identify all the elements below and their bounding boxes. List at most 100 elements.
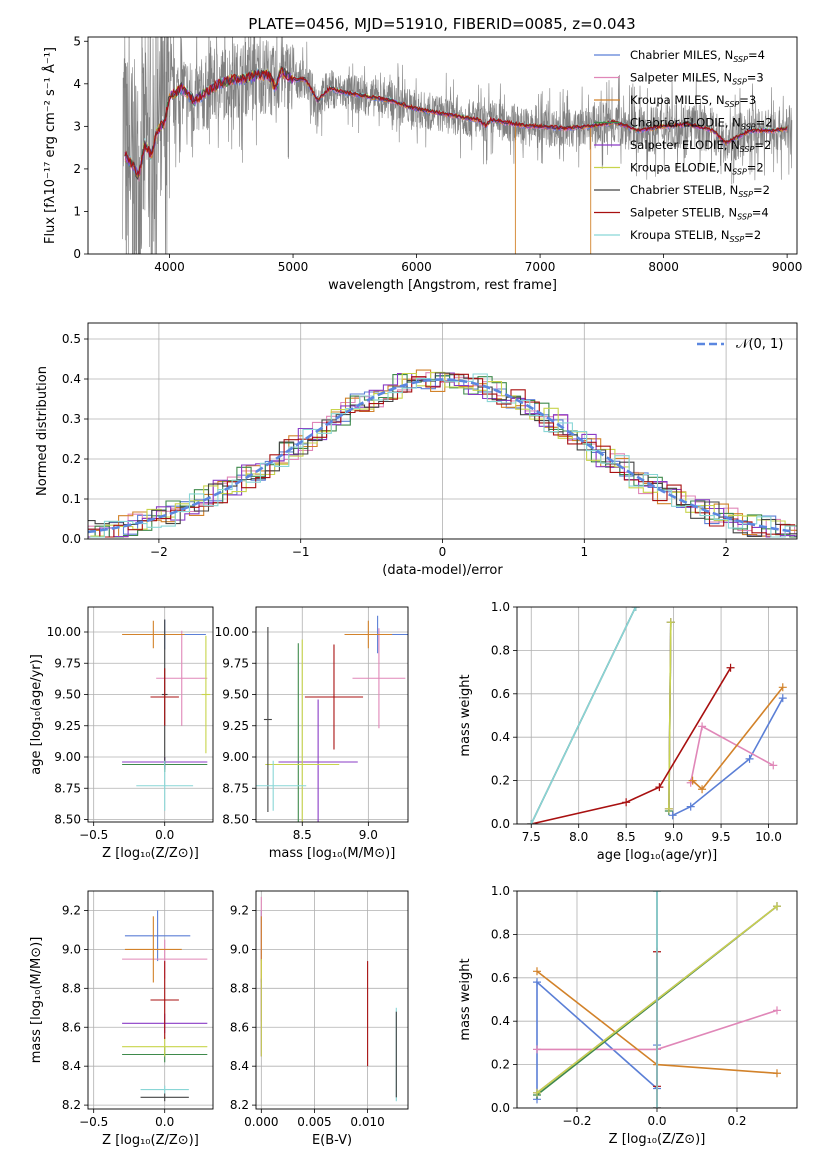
- x-axis-label: E(B-V): [312, 1133, 352, 1148]
- axes-frame: [516, 606, 798, 825]
- x-tick-label: −0.5: [79, 828, 108, 842]
- series-line: [692, 686, 784, 791]
- series-line: [530, 607, 637, 824]
- series-marker: [769, 761, 778, 770]
- y-axis-label: Flux [fλ10⁻¹⁷ erg cm⁻² s⁻¹ Å⁻¹]: [42, 47, 58, 244]
- residual-histogram: [90, 373, 797, 538]
- series-line: [689, 725, 774, 783]
- panel-spectrum: 4000 5000 6000 7000 8000 9000 0 1 2 3 4 5 wavelength…: [42, 34, 802, 293]
- legend-label-suffix: =4: [752, 206, 769, 220]
- series-marker: [664, 804, 673, 813]
- model-line: [124, 67, 788, 177]
- y-tick-label: 0.4: [491, 1014, 510, 1028]
- x-tick-label: 6000: [401, 260, 432, 274]
- series-line: [672, 697, 784, 817]
- legend-label-suffix: =2: [753, 183, 770, 197]
- axes-frame: [87, 606, 214, 823]
- x-tick-label: 5000: [278, 260, 309, 274]
- y-tick-label: 8.75: [54, 781, 81, 795]
- series-marker: [653, 1104, 661, 1108]
- x-tick-label: 9.5: [712, 830, 731, 844]
- axes-frame: [255, 890, 409, 1110]
- y-tick-label: 8.75: [222, 781, 249, 795]
- x-axis-label: (data-model)/error: [382, 563, 503, 578]
- axes-frame: [87, 322, 798, 540]
- y-tick-label: 0.1: [62, 492, 81, 506]
- legend-label-sub: SSP: [732, 168, 747, 177]
- y-tick-label: 0.4: [62, 372, 81, 386]
- x-tick-label: 9.0: [664, 830, 683, 844]
- x-tick-label: 0.2: [727, 1114, 746, 1128]
- y-tick-label: 9.2: [62, 903, 81, 917]
- series-marker: [686, 778, 695, 787]
- series-marker: [698, 785, 707, 794]
- legend-label-sub: SSP: [732, 78, 747, 87]
- x-tick-label: −2: [150, 545, 168, 559]
- legend-label-sub: SSP: [733, 55, 748, 64]
- y-tick-label: 2: [73, 162, 81, 176]
- legend-label-suffix: =3: [739, 93, 756, 107]
- y-tick-label: 1: [73, 204, 81, 218]
- legend-label-suffix: =3: [747, 71, 764, 85]
- x-tick-label: 8.0: [569, 830, 588, 844]
- y-tick-label: 0.3: [62, 412, 81, 426]
- series-marker: [688, 776, 697, 785]
- panel-age-vs-mass: 8.5 9.0 8.50 8.75 9.00 9.25 9.50 9.75 10.00 mass …: [215, 606, 409, 861]
- y-tick-label: 8.50: [222, 813, 249, 827]
- legend-label: Salpeter STELIB, NSSP=4: [630, 206, 769, 222]
- legend-label-suffix: =2: [756, 116, 773, 130]
- legend-label-main: Chabrier ELODIE, N: [630, 116, 741, 130]
- legend-label-main: Kroupa STELIB, N: [630, 228, 730, 242]
- legend-label-sub: SSP: [737, 213, 752, 222]
- series-marker: [778, 683, 787, 692]
- legend-label: Chabrier ELODIE, NSSP=2: [630, 116, 772, 132]
- series-marker: [726, 663, 735, 672]
- x-tick-label: −0.5: [79, 1115, 108, 1129]
- y-tick-label: 5: [73, 34, 81, 48]
- series-marker: [773, 902, 781, 911]
- y-tick-label: 9.00: [222, 750, 249, 764]
- x-tick-label: −0.2: [562, 1114, 591, 1128]
- series-line: [531, 667, 732, 824]
- plot-area: [517, 607, 797, 824]
- y-tick-label: 9.75: [222, 656, 249, 670]
- legend-label: Kroupa STELIB, NSSP=2: [630, 228, 761, 244]
- y-tick-label: 0.6: [491, 971, 510, 985]
- legend-label: Chabrier STELIB, NSSP=2: [630, 183, 770, 199]
- y-tick-label: 9.75: [54, 656, 81, 670]
- x-tick-label: 1: [580, 545, 588, 559]
- y-tick-label: 0.0: [491, 817, 510, 831]
- residual-histogram: [90, 371, 797, 537]
- y-tick-label: 0.0: [491, 1101, 510, 1115]
- y-tick-label: 8.6: [230, 1020, 249, 1034]
- y-tick-label: 8.6: [62, 1020, 81, 1034]
- axes-frame: [255, 606, 409, 823]
- series-marker: [773, 1006, 781, 1015]
- y-axis-label: age [log₁₀(age/yr)]: [29, 654, 44, 775]
- legend-label: Kroupa MILES, NSSP=3: [630, 93, 756, 109]
- series-marker: [778, 694, 787, 703]
- y-tick-label: 1.0: [491, 600, 510, 614]
- series-marker: [698, 722, 707, 731]
- series-marker: [527, 820, 536, 824]
- legend-label-sub: SSP: [738, 190, 753, 199]
- series-marker: [773, 1069, 781, 1078]
- y-axis-label: mass weight: [458, 674, 473, 756]
- legend-label: Kroupa ELODIE, NSSP=2: [630, 161, 764, 177]
- y-tick-label: 0.6: [491, 687, 510, 701]
- series-marker: [686, 802, 695, 811]
- y-tick-label: 4: [73, 77, 81, 91]
- x-tick-label: 0.0: [155, 1115, 174, 1129]
- y-tick-label: 8.2: [62, 1098, 81, 1112]
- legend-label-main: Salpeter STELIB, N: [630, 206, 737, 220]
- y-tick-label: 0.0: [62, 532, 81, 546]
- legend-label-suffix: =2: [754, 138, 771, 152]
- legend-label-suffix: =4: [748, 48, 765, 62]
- legend-label-sub: SSP: [725, 100, 740, 109]
- x-tick-label: 0: [439, 545, 447, 559]
- y-tick-label: 9.00: [54, 750, 81, 764]
- residual-histogram: [88, 374, 797, 538]
- legend-label: Salpeter ELODIE, NSSP=2: [630, 138, 771, 154]
